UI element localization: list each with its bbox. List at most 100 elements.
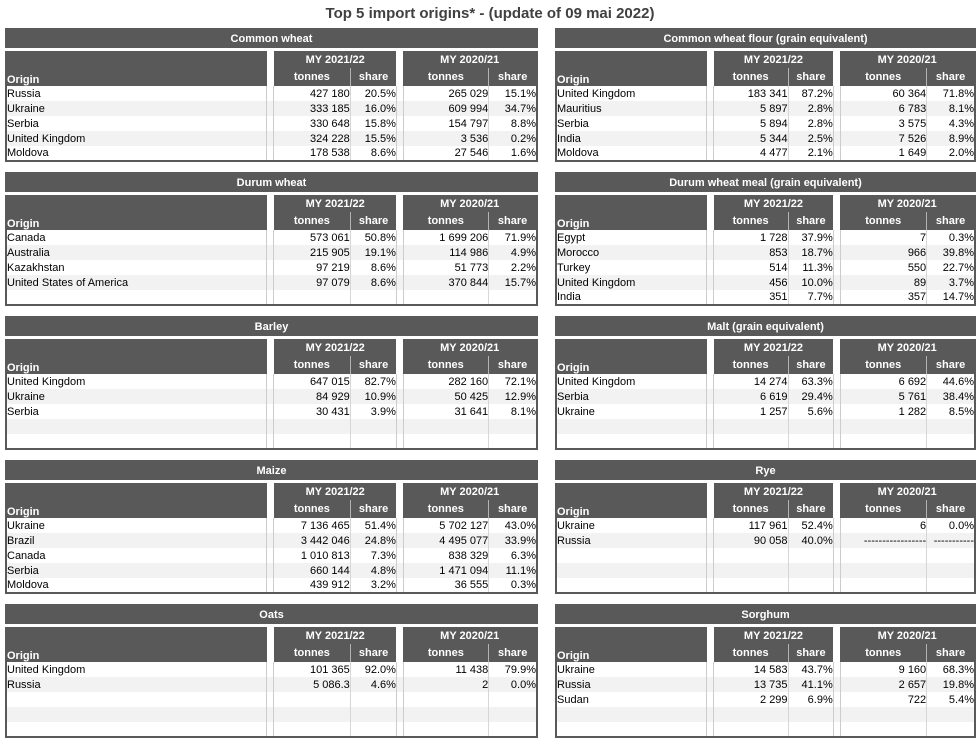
tonnes-2020-21-cell: 1 471 094 [439,564,489,577]
block-separator-cell [706,131,715,146]
table-row: Turkey 514 11.3% 550 22.7% [556,260,975,275]
column-header-tonnes: tonnes [840,68,927,86]
table-row: Sudan 2 299 6.9% 722 5.4% [556,692,975,707]
period-header-row: Origin MY 2021/22 MY 2020/21 [556,337,975,374]
column-header-tonnes: tonnes [273,68,351,86]
table-row: United Kingdom 456 10.0% 89 3.7% [556,275,975,290]
tonnes-2020-21-cell: 50 425 [454,390,489,403]
block-separator-cell [395,434,404,449]
block-separator-cell [706,230,715,245]
share-2021-22-cell: 20.5% [349,86,397,101]
tonnes-2021-22-cell: 183 341 [747,87,788,100]
tonnes-2021-22-cell: 324 228 [310,132,350,145]
tonnes-2021-22-cell: 7 136 465 [300,519,350,532]
share-2020-21-cell: 11.1% [488,563,537,578]
share-2020-21-cell: 34.7% [488,101,537,116]
tonnes-2020-21-cell [840,578,926,593]
share-2020-21-cell: 5.4% [926,692,975,707]
table-row: Morocco 853 18.7% 966 39.8% [556,245,975,260]
origin-cell [556,548,707,563]
block-separator-cell [706,146,715,161]
tonnes-2021-22-cell: 5 344 [760,132,788,145]
header-separator [706,193,714,230]
share-2021-22-cell [787,707,834,722]
column-header-tonnes: tonnes [403,212,489,230]
block-separator-cell [395,518,404,533]
header-separator [396,625,404,662]
origin-cell [6,722,267,737]
tonnes-2020-21-cell: 51 773 [454,261,489,274]
block-separator-cell [266,146,275,161]
origin-cell [556,578,707,593]
header-separator [266,193,274,230]
table-common-wheat: Common wheat Origin MY 2021/22 MY 2020/21 to… [5,28,538,162]
tonnes-2020-21-cell: 1 649 [898,147,927,159]
block-separator-cell [832,518,841,533]
table-row: Serbia 30 431 3.9% 31 641 8.1% [6,404,537,419]
tonnes-2020-21-cell: 6 [920,519,927,532]
tonnes-2021-22-cell: 514 [769,261,788,274]
table-row: India 5 344 2.5% 7 526 8.9% [556,131,975,146]
block-separator-cell [395,86,404,101]
block-separator-cell [395,707,404,722]
table-row: Australia 215 905 19.1% 114 986 4.9% [6,245,537,260]
share-2020-21-cell [488,419,537,434]
share-2021-22-cell [349,434,397,449]
page-title: Top 5 import origins* - (update of 09 ma… [325,5,655,22]
tonnes-2020-21-cell [840,548,926,563]
tonnes-2020-21-cell [840,434,926,449]
tonnes-2021-22-cell: 647 015 [309,375,350,388]
block-separator-cell [832,245,841,260]
table-row: Russia 13 735 41.1% 2 657 19.8% [556,677,975,692]
tonnes-2020-21-cell: 6 783 [898,102,927,115]
origin-cell: Canada [7,549,46,562]
column-header-origin: Origin [6,193,267,230]
share-2020-21-cell: 0.3% [926,230,975,245]
tonnes-2021-22-cell: 660 144 [309,564,350,577]
tonnes-2021-22-cell: 2 299 [760,693,788,706]
table-title: Malt (grain equivalent) [556,317,975,339]
share-2020-21-cell: 1.6% [488,146,537,161]
tonnes-2020-21-cell: ----------------- [863,534,927,547]
empty-table-row [6,692,537,707]
tonnes-2020-21-cell: 27 546 [454,147,489,159]
column-header-tonnes: tonnes [713,500,789,518]
origin-cell [6,707,267,722]
column-header-my-2020-21: MY 2020/21 [840,193,975,212]
measure-header-row: tonnes share tonnes share [6,644,537,662]
table-row: Russia 427 180 20.5% 265 029 15.1% [6,86,537,101]
tonnes-2020-21-cell: 154 797 [448,117,489,130]
share-2020-21-cell: 8.8% [488,116,537,131]
block-separator-cell [266,722,275,737]
block-separator-cell [395,722,404,737]
block-separator-cell [832,131,841,146]
share-2021-22-cell: 2.8% [787,101,834,116]
tonnes-2020-21-cell [840,707,926,722]
tonnes-2021-22-cell: 14 583 [753,663,788,676]
tonnes-2021-22-cell: 853 [769,246,788,259]
table-row: United Kingdom 14 274 63.3% 6 692 44.6% [556,374,975,389]
column-header-my-2021-22: MY 2021/22 [273,49,397,68]
tonnes-2020-21-cell [403,290,488,305]
origin-cell: Serbia [557,117,589,130]
share-2020-21-cell: 8.1% [488,404,537,419]
column-header-my-2021-22: MY 2021/22 [713,337,834,356]
share-2021-22-cell: 19.1% [349,245,397,260]
origin-cell: Serbia [7,564,39,577]
block-separator-cell [266,518,275,533]
share-2020-21-cell [926,548,975,563]
table-title-row: Malt (grain equivalent) [556,317,975,339]
column-header-my-2020-21: MY 2020/21 [403,337,537,356]
block-separator-cell [832,419,841,434]
empty-table-row [556,548,975,563]
table-row: Ukraine 84 929 10.9% 50 425 12.9% [6,389,537,404]
column-header-origin: Origin [556,193,707,230]
column-header-tonnes: tonnes [403,500,489,518]
origin-cell [556,563,707,578]
origin-cell: United Kingdom [557,276,636,289]
share-2021-22-cell: 51.4% [349,518,397,533]
period-header-row: Origin MY 2021/22 MY 2020/21 [6,337,537,374]
tonnes-2020-21-cell: 1 282 [898,405,927,418]
share-2021-22-cell: 8.6% [349,146,397,161]
block-separator-cell [266,533,275,548]
